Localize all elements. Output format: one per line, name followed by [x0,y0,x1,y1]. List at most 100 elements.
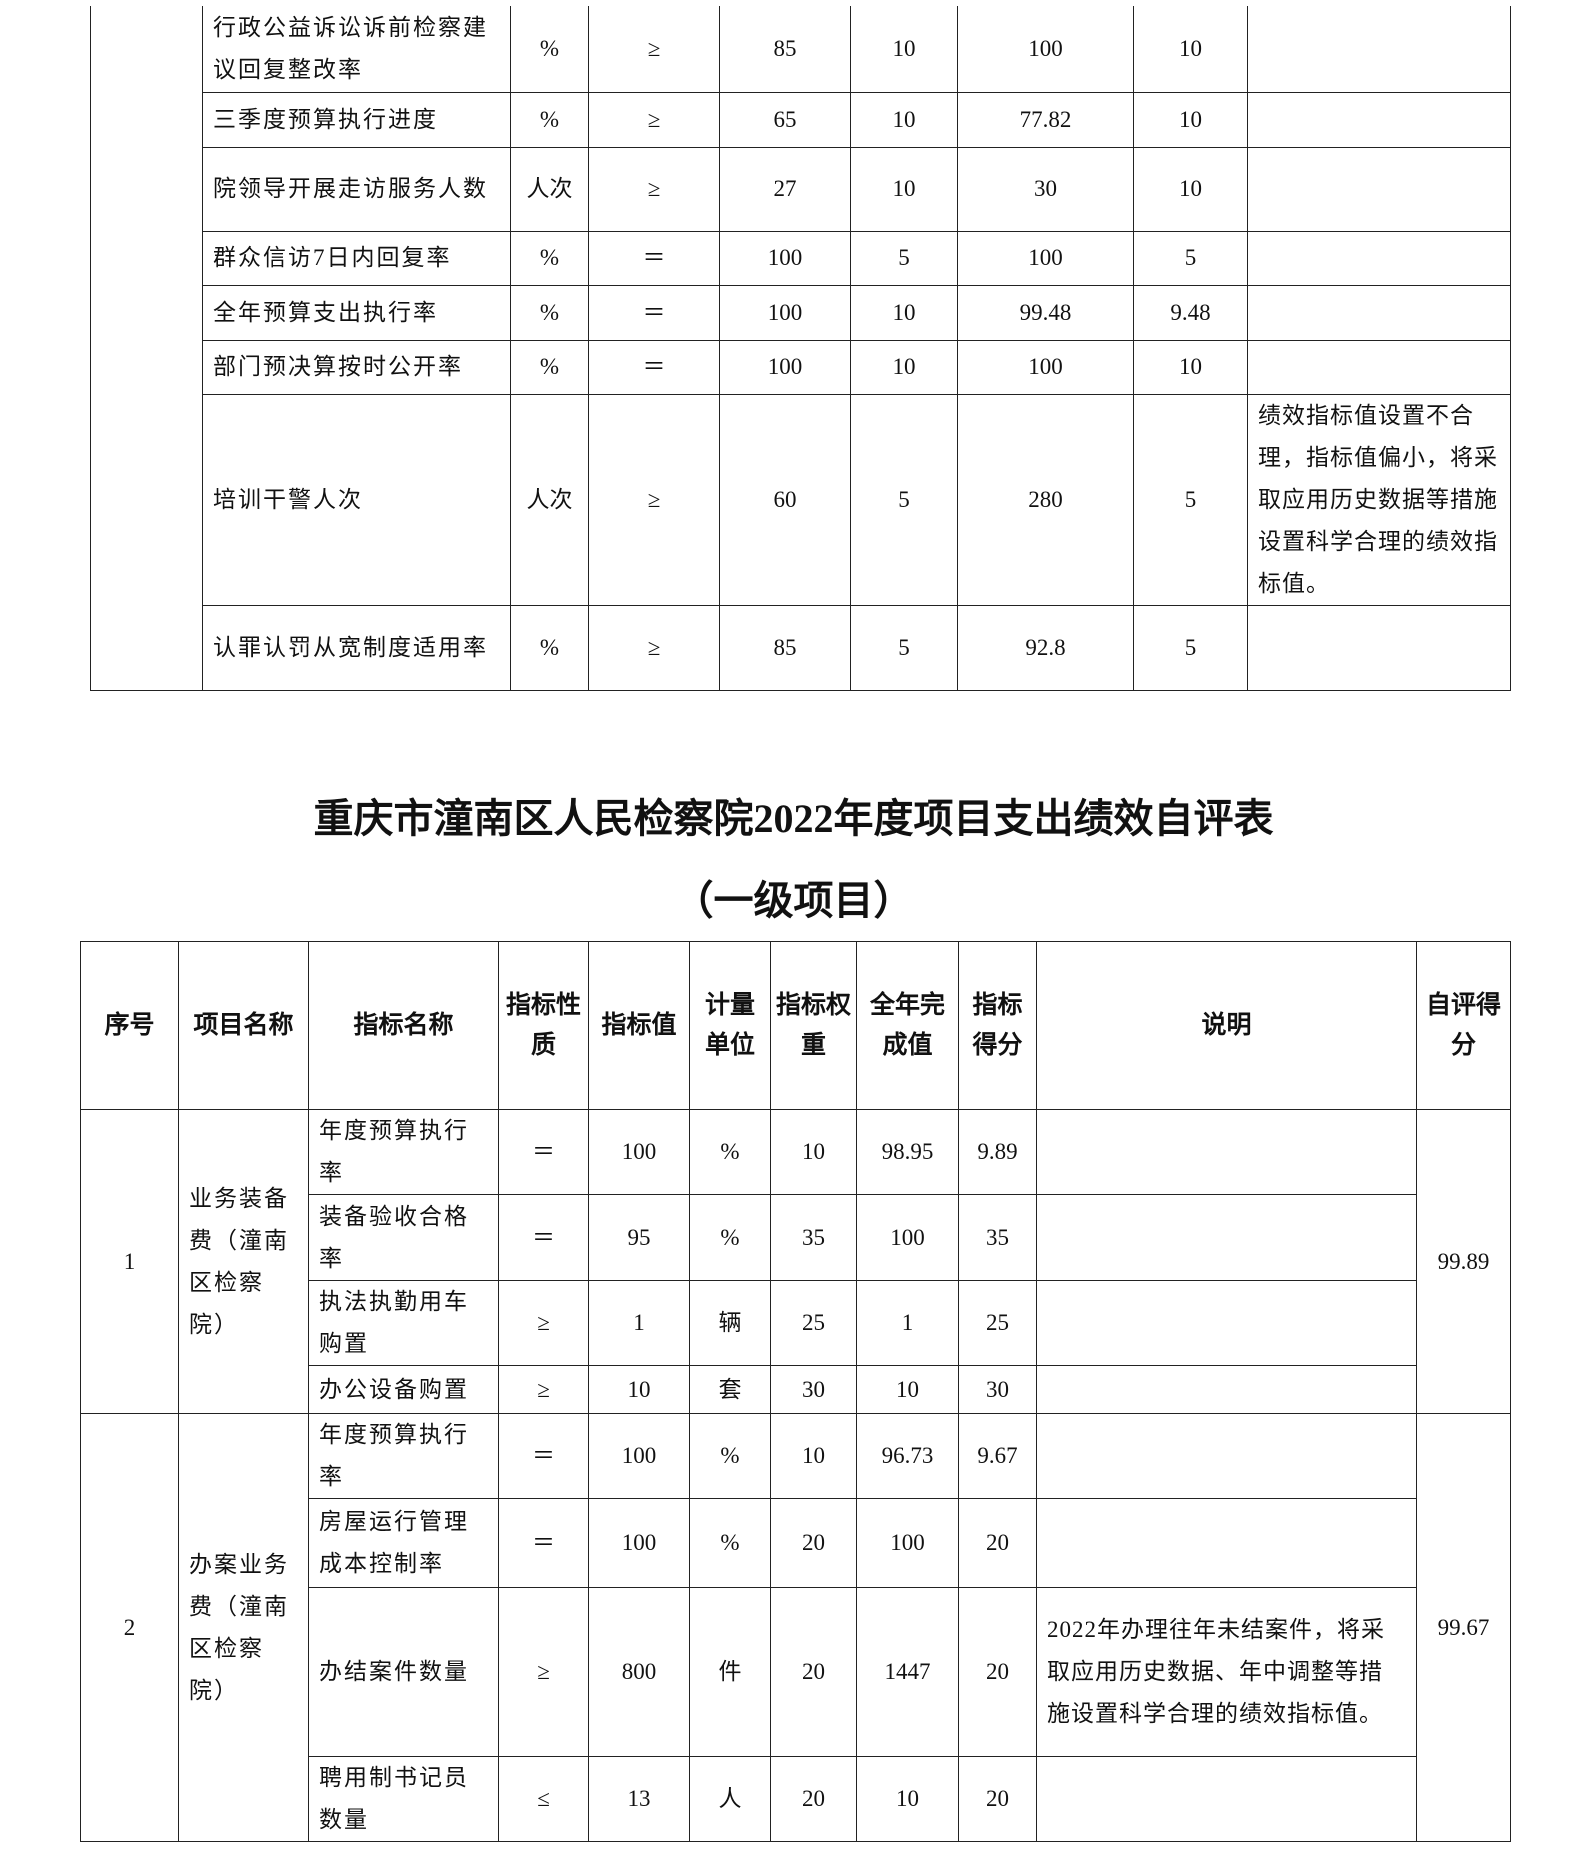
operator-cell: ＝ [588,230,720,286]
note-cell [1036,1194,1417,1281]
indicator-name-cell: 装备验收合格率 [308,1194,499,1281]
indicator-name-cell: 群众信访7日内回复率 [202,230,511,286]
note-cell [1036,1280,1417,1366]
unit-cell: 人 [689,1756,771,1842]
weight-cell: 10 [850,91,958,148]
table-row: 行政公益诉讼诉前检察建议回复整改率% ≥85 10 100 10 [90,6,1511,691]
indicator-name-cell: 聘用制书记员数量 [308,1756,499,1842]
score-cell: 25 [958,1280,1037,1366]
column-header: 指标值 [588,941,690,1110]
unit-cell: 人次 [510,393,589,606]
indicator-name-cell: 执法执勤用车购置 [308,1280,499,1366]
weight-cell: 25 [770,1280,857,1366]
weight-cell: 20 [770,1587,857,1757]
actual-value-cell: 10 [856,1365,959,1414]
operator-cell: ≥ [498,1365,589,1414]
column-header: 指标性质 [498,941,589,1110]
indicator-name-cell: 部门预决算按时公开率 [202,339,511,395]
score-cell: 10 [1133,91,1248,148]
table-row: 办公设备购置 ≥10 套 30 10 30 [81,1365,1511,1414]
unit-cell: 辆 [689,1280,771,1366]
note-cell [1247,284,1511,341]
note-cell [1247,6,1511,93]
sequence-cell [90,6,203,691]
table-row: 办结案件数量 ≥800 件 20 1447 20 2022年办理往年未结案件，将采取应用历史… [81,1587,1511,1757]
unit-cell: % [689,1194,771,1281]
project-performance-table: 序号 项目名称 指标名称 指标性质 指标值 计量单位 指标权重 全年完成值 指标得分 说明 自评得分… [80,941,1511,1842]
operator-cell: ＝ [588,284,720,341]
actual-value-cell: 100 [957,6,1134,93]
table-row: 1 业务装备费（潼南区检察院） 年度预算执行率＝ 100% 10 98.95 9.89 99.… [80,1109,1511,1414]
unit-cell: 套 [689,1365,771,1414]
operator-cell: ≥ [588,393,720,606]
project-name-cell: 业务装备费（潼南区检察院） [178,1109,309,1414]
unit-cell: % [510,91,589,148]
actual-value-cell: 96.73 [856,1413,959,1499]
actual-value-cell: 100 [856,1498,959,1588]
note-cell [1036,1109,1417,1195]
operator-cell: ≥ [588,604,720,691]
score-cell: 10 [1133,6,1248,93]
table-row: 全年预算支出执行率% ＝ 100 10 99.48 9.48 [91,284,1511,341]
target-value-cell: 10 [588,1365,690,1414]
weight-cell: 10 [850,284,958,341]
column-header: 指标得分 [958,941,1037,1110]
column-header: 指标名称 [308,941,499,1110]
note-cell [1247,91,1511,148]
actual-value-cell: 280 [957,393,1134,606]
indicator-name-cell: 办公设备购置 [308,1365,499,1414]
operator-cell: ≤ [498,1756,589,1842]
note-cell [1247,230,1511,286]
unit-cell: % [510,284,589,341]
note-cell: 绩效指标值设置不合理，指标值偏小，将采取应用历史数据等措施设置科学合理的绩效指标… [1247,393,1511,606]
column-header: 序号 [80,941,179,1110]
weight-cell: 10 [770,1413,857,1499]
unit-cell: 件 [689,1587,771,1757]
weight-cell: 30 [770,1365,857,1414]
weight-cell: 10 [770,1109,857,1195]
operator-cell: ≥ [498,1280,589,1366]
weight-cell: 5 [850,604,958,691]
score-cell: 5 [1133,393,1248,606]
score-cell: 30 [958,1365,1037,1414]
target-value-cell: 800 [588,1587,690,1757]
note-cell [1036,1365,1417,1414]
target-value-cell: 65 [719,91,851,148]
operator-cell: ≥ [498,1587,589,1757]
weight-cell: 5 [850,230,958,286]
actual-value-cell: 1447 [856,1587,959,1757]
table-row: 认罪认罚从宽制度适用率% ≥85 5 92.8 5 [91,604,1511,691]
column-header: 计量单位 [689,941,771,1110]
table-row: 三季度预算执行进度% ≥65 10 77.82 10 [91,91,1511,148]
weight-cell: 10 [850,6,958,93]
target-value-cell: 85 [719,604,851,691]
target-value-cell: 85 [719,6,851,93]
self-score-cell: 99.67 [1416,1413,1511,1842]
table-row: 部门预决算按时公开率% ＝ 100 10 100 10 [91,339,1511,395]
target-value-cell: 100 [588,1498,690,1588]
table-row: 2 办案业务费（潼南区检察院） 年度预算执行率＝ 100% 10 96.73 9.67 99.… [80,1413,1511,1842]
page-title: 重庆市潼南区人民检察院2022年度项目支出绩效自评表 [313,796,1274,841]
unit-cell: % [689,1413,771,1499]
target-value-cell: 95 [588,1194,690,1281]
page-subtitle: （一级项目） [673,878,914,923]
weight-cell: 20 [770,1498,857,1588]
indicator-name-cell: 房屋运行管理成本控制率 [308,1498,499,1588]
target-value-cell: 13 [588,1756,690,1842]
target-value-cell: 1 [588,1280,690,1366]
actual-value-cell: 98.95 [856,1109,959,1195]
target-value-cell: 100 [719,339,851,395]
table-row: 培训干警人次 人次 ≥60 5 280 5 绩效指标值设置不合理，指标值偏小，将采取应用历史… [91,393,1511,606]
score-cell: 10 [1133,339,1248,395]
note-cell [1247,339,1511,395]
column-header: 指标权重 [770,941,857,1110]
score-cell: 35 [958,1194,1037,1281]
column-header: 项目名称 [178,941,309,1110]
indicator-table-continued: 行政公益诉讼诉前检察建议回复整改率% ≥85 10 100 10 三季度预算执行进度% ≥6… [90,6,1511,691]
weight-cell: 10 [850,146,958,232]
target-value-cell: 100 [588,1413,690,1499]
project-name-cell: 办案业务费（潼南区检察院） [178,1413,309,1842]
unit-cell: % [689,1109,771,1195]
indicator-name-cell: 办结案件数量 [308,1587,499,1757]
actual-value-cell: 92.8 [957,604,1134,691]
